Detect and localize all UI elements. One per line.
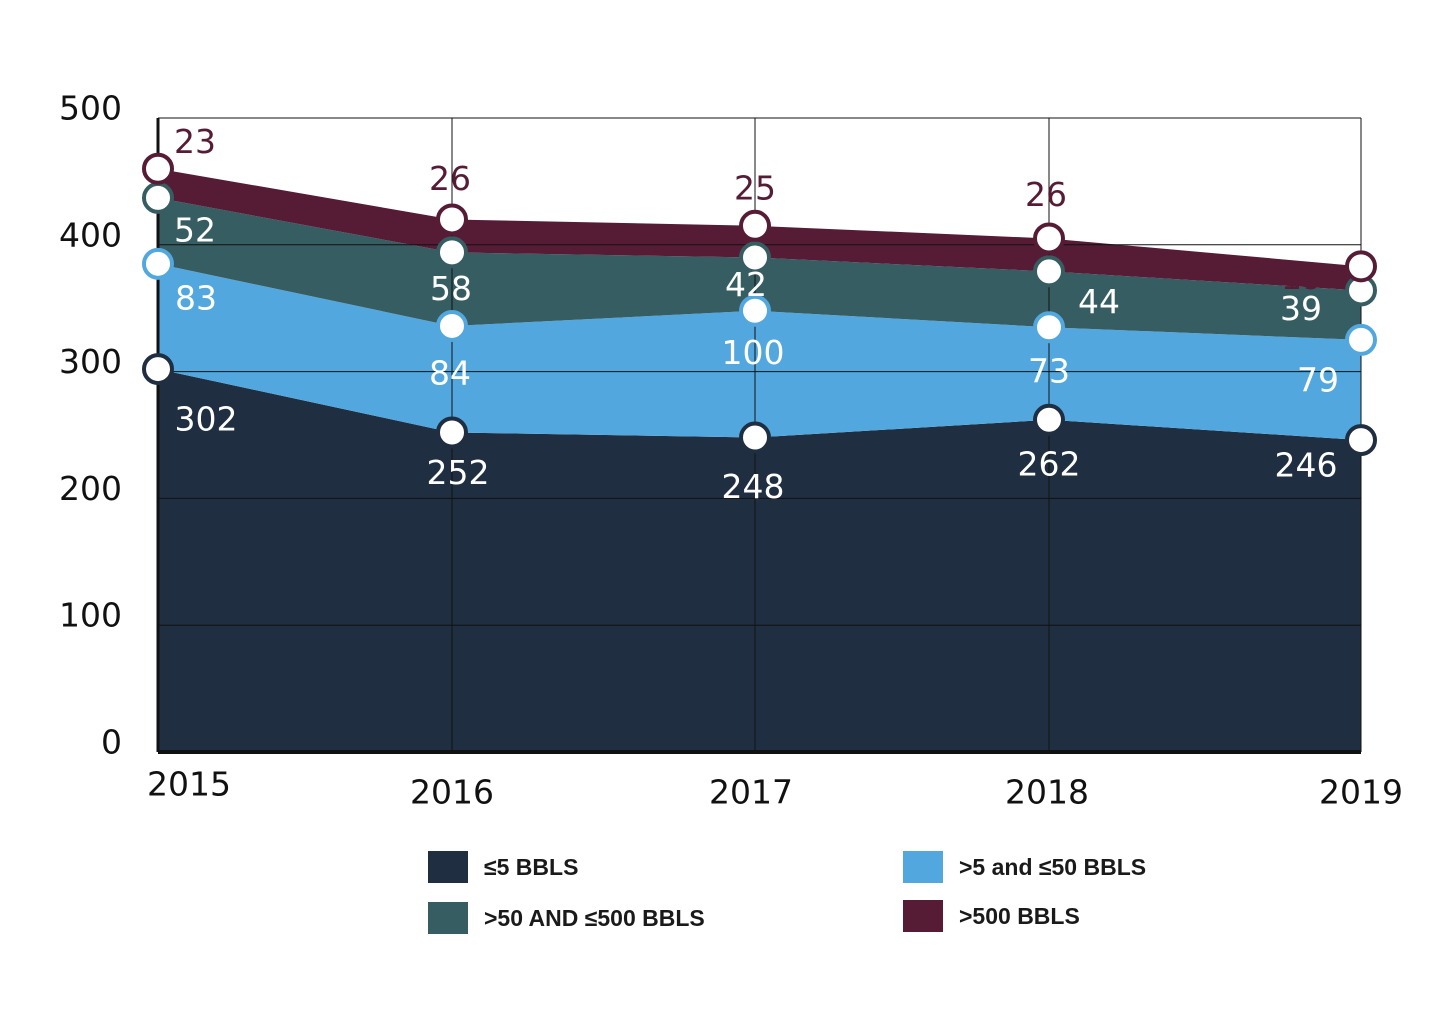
legend-item-le5: ≤5 BBLS: [428, 851, 578, 883]
data-label-s3-2018: 44: [1078, 282, 1120, 321]
data-label-s3-2016: 58: [430, 269, 472, 308]
marker-s2-2015: [142, 247, 174, 280]
legend-label: >500 BBLS: [959, 902, 1080, 929]
data-label-s1-2015: 302: [175, 400, 238, 439]
data-labels: 302 252 248 262 246 83 84 100 73 79 52 58 42 44 39 23 26…: [174, 122, 1339, 506]
marker-s2-2017: [739, 294, 771, 327]
data-label-s4-2016: 26: [429, 159, 471, 198]
data-label-s4-2017: 25: [734, 168, 776, 207]
data-label-s1-2016: 252: [427, 453, 490, 492]
marker-s1-2019: [1345, 424, 1377, 457]
legend-label: ≤5 BBLS: [484, 853, 579, 880]
x-tick-label-2015: 2015: [147, 765, 231, 804]
marker-s4-2017: [739, 209, 771, 242]
legend-item-5-50: >5 and ≤50 BBLS: [903, 851, 1146, 883]
data-label-s2-2018: 73: [1028, 352, 1070, 391]
data-label-s2-2016: 84: [429, 353, 471, 392]
x-tick-label-2016: 2016: [410, 773, 494, 812]
marker-s1-2016: [436, 416, 468, 449]
data-label-s1-2018: 262: [1018, 444, 1081, 483]
x-tick-label-2019: 2019: [1319, 773, 1403, 812]
legend-swatch: [903, 851, 943, 883]
marker-s4-2016: [436, 203, 468, 236]
area-1: [158, 369, 1361, 752]
y-tick-label: 400: [59, 215, 122, 254]
marker-s3-2015: [142, 181, 174, 214]
data-label-s2-2015: 83: [175, 278, 217, 317]
data-label-s4-2019: 19: [1281, 258, 1323, 297]
y-tick-label: 0: [101, 723, 122, 762]
marker-s4-2015: [142, 152, 174, 185]
legend-swatch: [428, 851, 468, 883]
legend-item-50-500: >50 AND ≤500 BBLS: [428, 902, 705, 934]
y-tick-label: 300: [59, 342, 122, 381]
data-label-s3-2015: 52: [174, 210, 216, 249]
marker-s3-2016: [436, 236, 468, 269]
marker-s3-2017: [739, 241, 771, 274]
axes: [156, 118, 1361, 754]
marker-s4-2018: [1033, 222, 1065, 255]
legend-label: >5 and ≤50 BBLS: [959, 853, 1147, 880]
marker-s2-2019: [1345, 323, 1377, 356]
marker-s2-2018: [1033, 311, 1065, 344]
marker-s2-2016: [436, 309, 468, 342]
marker-s1-2018: [1033, 403, 1065, 436]
area-2: [158, 263, 1361, 441]
data-label-s4-2015: 23: [174, 122, 216, 161]
area-layers: [158, 168, 1361, 752]
legend-swatch: [903, 900, 943, 932]
data-label-s4-2018: 26: [1025, 175, 1067, 214]
y-tick-label: 500: [59, 89, 122, 128]
data-label-s1-2017: 248: [722, 467, 785, 506]
marker-s1-2017: [739, 421, 771, 454]
legend-swatch: [428, 902, 468, 934]
tick-labels: 0 100 200 300 400 500 2015 2016 2017 2018 2019: [59, 89, 1403, 812]
data-label-s2-2017: 100: [722, 333, 785, 372]
marker-s3-2018: [1033, 255, 1065, 288]
y-tick-label: 100: [59, 596, 122, 635]
y-tick-label: 200: [59, 469, 122, 508]
x-tick-label-2017: 2017: [709, 773, 793, 812]
legend-label: >50 AND ≤500 BBLS: [484, 904, 705, 931]
legend-item-gt500: >500 BBLS: [903, 900, 1080, 932]
marker-s1-2015: [142, 353, 174, 386]
data-markers: [142, 152, 1377, 457]
data-label-s1-2019: 246: [1275, 446, 1338, 485]
x-tick-label-2018: 2018: [1005, 773, 1089, 812]
data-label-s3-2019: 39: [1280, 289, 1322, 328]
marker-s4-2019: [1345, 250, 1377, 283]
data-label-s3-2017: 42: [725, 265, 767, 304]
data-label-s2-2019: 79: [1297, 360, 1339, 399]
